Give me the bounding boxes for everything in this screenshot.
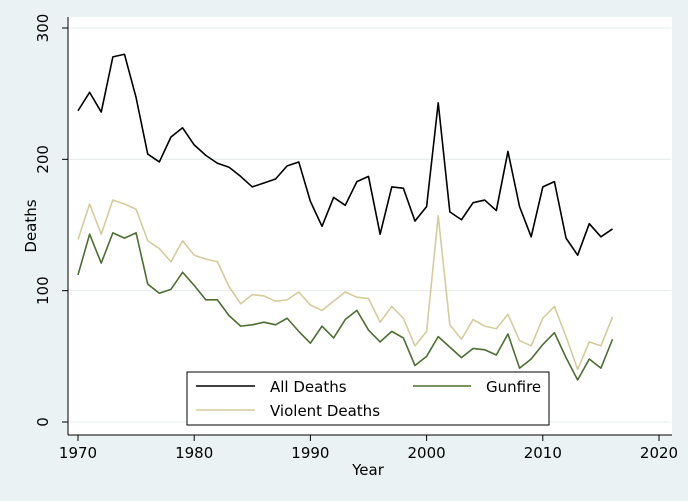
legend-label-gunfire: Gunfire: [486, 378, 541, 396]
x-tick-label: 2010: [524, 444, 562, 462]
legend-label-violent-deaths: Violent Deaths: [270, 402, 380, 420]
legend: All Deaths Gunfire Violent Deaths: [186, 371, 550, 426]
plot-area: [68, 17, 672, 435]
y-tick-label: 300: [34, 14, 52, 43]
x-tick-label: 1980: [175, 444, 213, 462]
legend-box: [186, 371, 550, 426]
x-axis-title: Year: [351, 461, 385, 479]
series-line-gunfire: [77, 232, 614, 381]
y-tick-label: 200: [34, 145, 52, 174]
x-tick-label: 1990: [291, 444, 329, 462]
x-tick-label: 1970: [59, 444, 97, 462]
y-tick-label: 100: [34, 276, 52, 305]
series-line-all-deaths: [77, 53, 613, 257]
x-ticks: 1970 1980 1990 2000 2010 2020: [59, 435, 678, 462]
y-axis-title: Deaths: [22, 199, 40, 252]
series-lines: [77, 53, 614, 381]
y-tick-label: 0: [34, 417, 52, 427]
x-tick-label: 2000: [408, 444, 446, 462]
series-line-violent-deaths: [77, 199, 614, 371]
legend-label-all-deaths: All Deaths: [270, 378, 347, 396]
y-ticks: 0 100 200 300: [34, 14, 68, 427]
x-tick-label: 2020: [640, 444, 678, 462]
